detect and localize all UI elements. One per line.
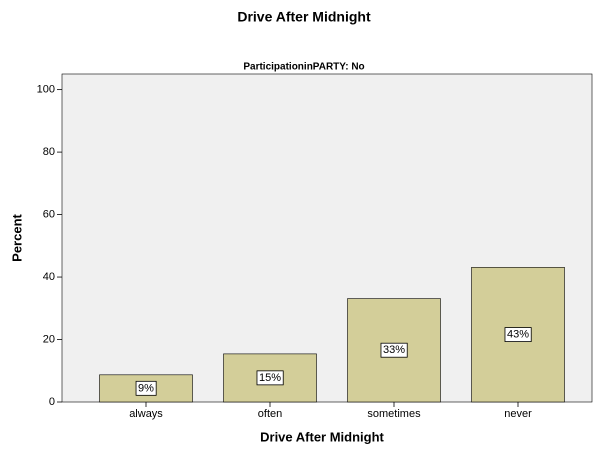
data-label: 33%	[383, 344, 405, 356]
y-tick-label: 60	[43, 208, 55, 220]
x-tick-label: always	[129, 408, 163, 420]
data-label-box	[380, 342, 408, 358]
data-label: 9%	[138, 382, 154, 394]
x-tick-label: often	[258, 408, 282, 420]
data-label-box	[135, 380, 157, 396]
y-tick-label: 20	[43, 333, 55, 345]
data-label-box	[256, 370, 284, 386]
chart-subtitle: ParticipationinPARTY: No	[243, 62, 364, 73]
y-tick-label: 80	[43, 146, 55, 158]
y-tick-label: 40	[43, 271, 55, 283]
data-label: 15%	[259, 372, 281, 384]
data-label: 43%	[507, 329, 529, 341]
x-axis-label: Drive After Midnight	[260, 429, 384, 444]
y-tick-label: 100	[37, 84, 55, 96]
y-axis-label: Percent	[9, 213, 24, 261]
data-label-box	[504, 327, 532, 342]
x-tick-label: sometimes	[367, 408, 421, 420]
chart-title: Drive After Midnight	[237, 9, 371, 25]
x-tick-label: never	[504, 408, 532, 420]
y-tick-label: 0	[49, 396, 55, 408]
